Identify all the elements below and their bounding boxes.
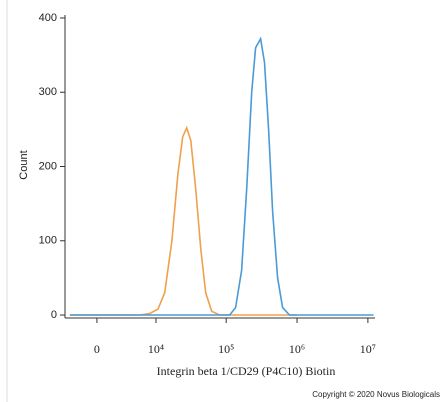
- x-axis-label: Integrin beta 1/CD29 (P4C10) Biotin: [157, 364, 336, 378]
- y-tick-label: 200: [39, 160, 57, 172]
- x-tick-label: 10⁵: [218, 342, 234, 356]
- copyright: Copyright © 2020 Novus Biologicals: [312, 390, 440, 399]
- y-tick-label: 300: [39, 86, 57, 98]
- x-tick-label: 10⁷: [360, 342, 376, 356]
- x-tick-label: 0: [94, 342, 100, 356]
- y-tick-label: 0: [51, 309, 57, 321]
- histogram-curve: [69, 36, 374, 316]
- histogram-curve: [69, 125, 297, 316]
- y-axis-label: Count: [18, 150, 30, 179]
- x-tick-label: 10⁶: [289, 342, 305, 356]
- x-tick-label: 10⁴: [148, 342, 164, 356]
- y-tick-label: 400: [39, 12, 57, 24]
- y-tick-label: 100: [39, 235, 57, 247]
